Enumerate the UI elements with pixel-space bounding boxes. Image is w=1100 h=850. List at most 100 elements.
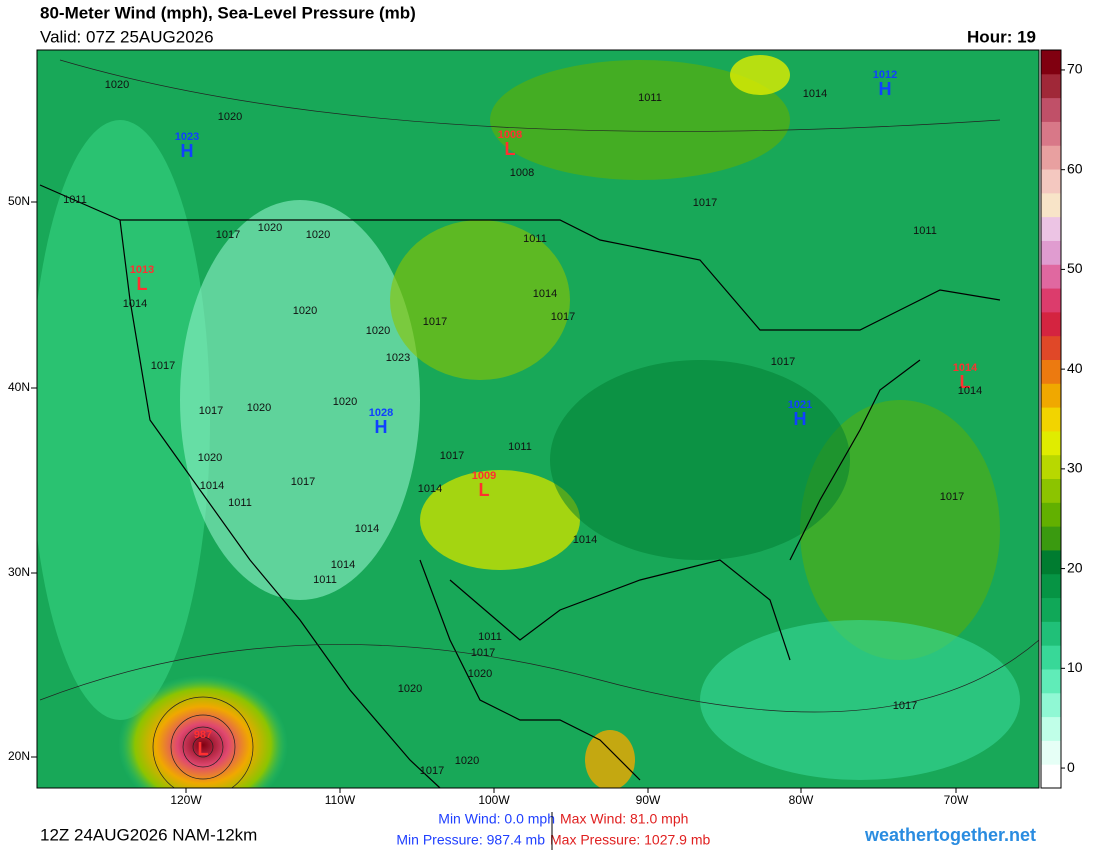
isobar-label: 1020 xyxy=(468,668,492,680)
lon-label: 110W xyxy=(325,793,356,807)
isobar-label: 1014 xyxy=(123,298,147,310)
isobar-label: 1011 xyxy=(523,233,547,245)
isobar-label: 1011 xyxy=(478,631,502,643)
lat-label: 20N xyxy=(8,749,30,763)
colorbar-cell xyxy=(1041,73,1061,99)
center-pressure: 1008 xyxy=(498,129,522,141)
isobar-label: 1017 xyxy=(551,311,575,323)
colorbar-cell xyxy=(1041,264,1061,289)
colorbar-frame xyxy=(1040,49,1062,789)
isobar-label: 1011 xyxy=(508,441,532,453)
colorbar-label: 10 xyxy=(1067,659,1083,675)
isobar-label: 1017 xyxy=(471,647,495,659)
isobar-label: 1011 xyxy=(913,225,937,237)
center-symbol: H xyxy=(794,409,807,429)
colorbar-cell xyxy=(1041,311,1061,337)
isobar-label: 1020 xyxy=(293,305,317,317)
colorbar-cell xyxy=(1041,216,1061,241)
colorbar-cell xyxy=(1041,407,1061,432)
colorbar-cell xyxy=(1041,50,1061,75)
isobar-label: 1017 xyxy=(440,450,464,462)
isobar-label: 1017 xyxy=(420,765,444,777)
isobar-label: 1023 xyxy=(386,352,410,364)
map-frame xyxy=(36,49,1040,789)
colorbar-cell xyxy=(1041,621,1061,646)
isobar-label: 1020 xyxy=(198,452,222,464)
isobar-label: 1014 xyxy=(573,534,597,546)
isobar-label: 1020 xyxy=(218,111,242,123)
colorbar-cell xyxy=(1041,145,1061,170)
isobar-label: 1017 xyxy=(216,229,240,241)
center-symbol: L xyxy=(479,480,490,500)
isobar-label: 1017 xyxy=(693,197,717,209)
isobar-label: 1008 xyxy=(510,167,534,179)
colorbar-cell xyxy=(1041,430,1061,456)
isobar-label: 1017 xyxy=(893,700,917,712)
colorbar-cell xyxy=(1041,192,1061,218)
colorbar-label: 60 xyxy=(1067,160,1083,176)
center-pressure: 1013 xyxy=(130,264,154,276)
isobar-label: 1014 xyxy=(958,385,982,397)
lon-label: 90W xyxy=(636,793,661,807)
colorbar-cell xyxy=(1041,526,1061,551)
forecast-hour: Hour: 19 xyxy=(967,27,1036,46)
model-run: 12Z 24AUG2026 NAM-12km xyxy=(40,825,257,844)
lon-label: 70W xyxy=(944,793,969,807)
colorbar-cell xyxy=(1041,573,1061,599)
center-symbol: L xyxy=(137,274,148,294)
isobar-label: 1014 xyxy=(355,523,379,535)
title: 80-Meter Wind (mph), Sea-Level Pressure … xyxy=(40,3,416,22)
isobar-label: 1020 xyxy=(258,222,282,234)
lon-label: 80W xyxy=(789,793,814,807)
isobar-label: 1020 xyxy=(306,229,330,241)
site: weathertogether.net xyxy=(864,825,1036,845)
isobar-label: 1017 xyxy=(771,356,795,368)
isobar-label: 1011 xyxy=(638,92,662,104)
isobar-label: 1020 xyxy=(398,683,422,695)
colorbar-label: 40 xyxy=(1067,360,1083,376)
max-pressure: Max Pressure: 1027.9 mb xyxy=(550,832,711,848)
colorbar-cell xyxy=(1041,740,1061,765)
center-pressure: 1028 xyxy=(369,407,393,419)
center-pressure: 1009 xyxy=(472,470,496,482)
center-symbol: L xyxy=(198,739,209,759)
colorbar-label: 50 xyxy=(1067,260,1083,276)
colorbar-cell xyxy=(1041,645,1061,670)
colorbar-cell xyxy=(1041,97,1061,122)
colorbar-cell xyxy=(1041,549,1061,575)
min-wind: Min Wind: 0.0 mph xyxy=(438,811,555,827)
isobar-label: 1011 xyxy=(313,574,337,586)
colorbar-cell xyxy=(1041,502,1061,527)
isobar-label: 1014 xyxy=(418,483,442,495)
isobar-label: 1014 xyxy=(533,288,557,300)
center-symbol: H xyxy=(879,79,892,99)
center-pressure: 1023 xyxy=(175,131,199,143)
colorbar-cell xyxy=(1041,478,1061,503)
isobar-label: 1011 xyxy=(228,497,252,509)
lat-label: 40N xyxy=(8,380,30,394)
isobar-label: 1017 xyxy=(423,316,447,328)
lat-label: 30N xyxy=(8,565,30,579)
isobar-label: 1014 xyxy=(331,559,355,571)
colorbar-cell xyxy=(1041,335,1061,360)
lon-label: 120W xyxy=(170,793,202,807)
colorbar-cell xyxy=(1041,668,1061,694)
center-pressure: 1014 xyxy=(953,362,978,374)
center-symbol: L xyxy=(505,139,516,159)
colorbar-label: 30 xyxy=(1067,460,1083,476)
isobar-label: 1020 xyxy=(455,755,479,767)
isobar-label: 1014 xyxy=(803,88,827,100)
isobar-label: 1014 xyxy=(200,480,224,492)
isobar-label: 1017 xyxy=(199,405,223,417)
colorbar-cell xyxy=(1041,692,1061,718)
colorbar-label: 0 xyxy=(1067,759,1075,775)
isobar-label: 1017 xyxy=(291,476,315,488)
colorbar-cell xyxy=(1041,764,1061,789)
colorbar-label: 20 xyxy=(1067,559,1083,575)
map-field xyxy=(37,50,1039,788)
center-pressure: 987 xyxy=(194,729,212,741)
lon-label: 100W xyxy=(478,793,510,807)
center-symbol: H xyxy=(181,141,194,161)
isobar-label: 1017 xyxy=(940,491,964,503)
